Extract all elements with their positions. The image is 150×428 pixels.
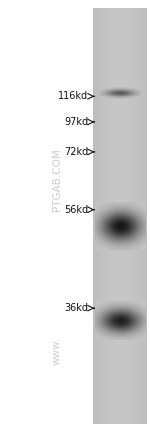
- Text: 72kd: 72kd: [64, 147, 88, 157]
- Text: PTGAB.COM: PTGAB.COM: [52, 149, 62, 211]
- Text: www.: www.: [52, 337, 62, 365]
- Text: 56kd: 56kd: [64, 205, 88, 215]
- Text: 36kd: 36kd: [64, 303, 88, 313]
- Text: 116kd: 116kd: [58, 91, 88, 101]
- Text: 97kd: 97kd: [64, 117, 88, 127]
